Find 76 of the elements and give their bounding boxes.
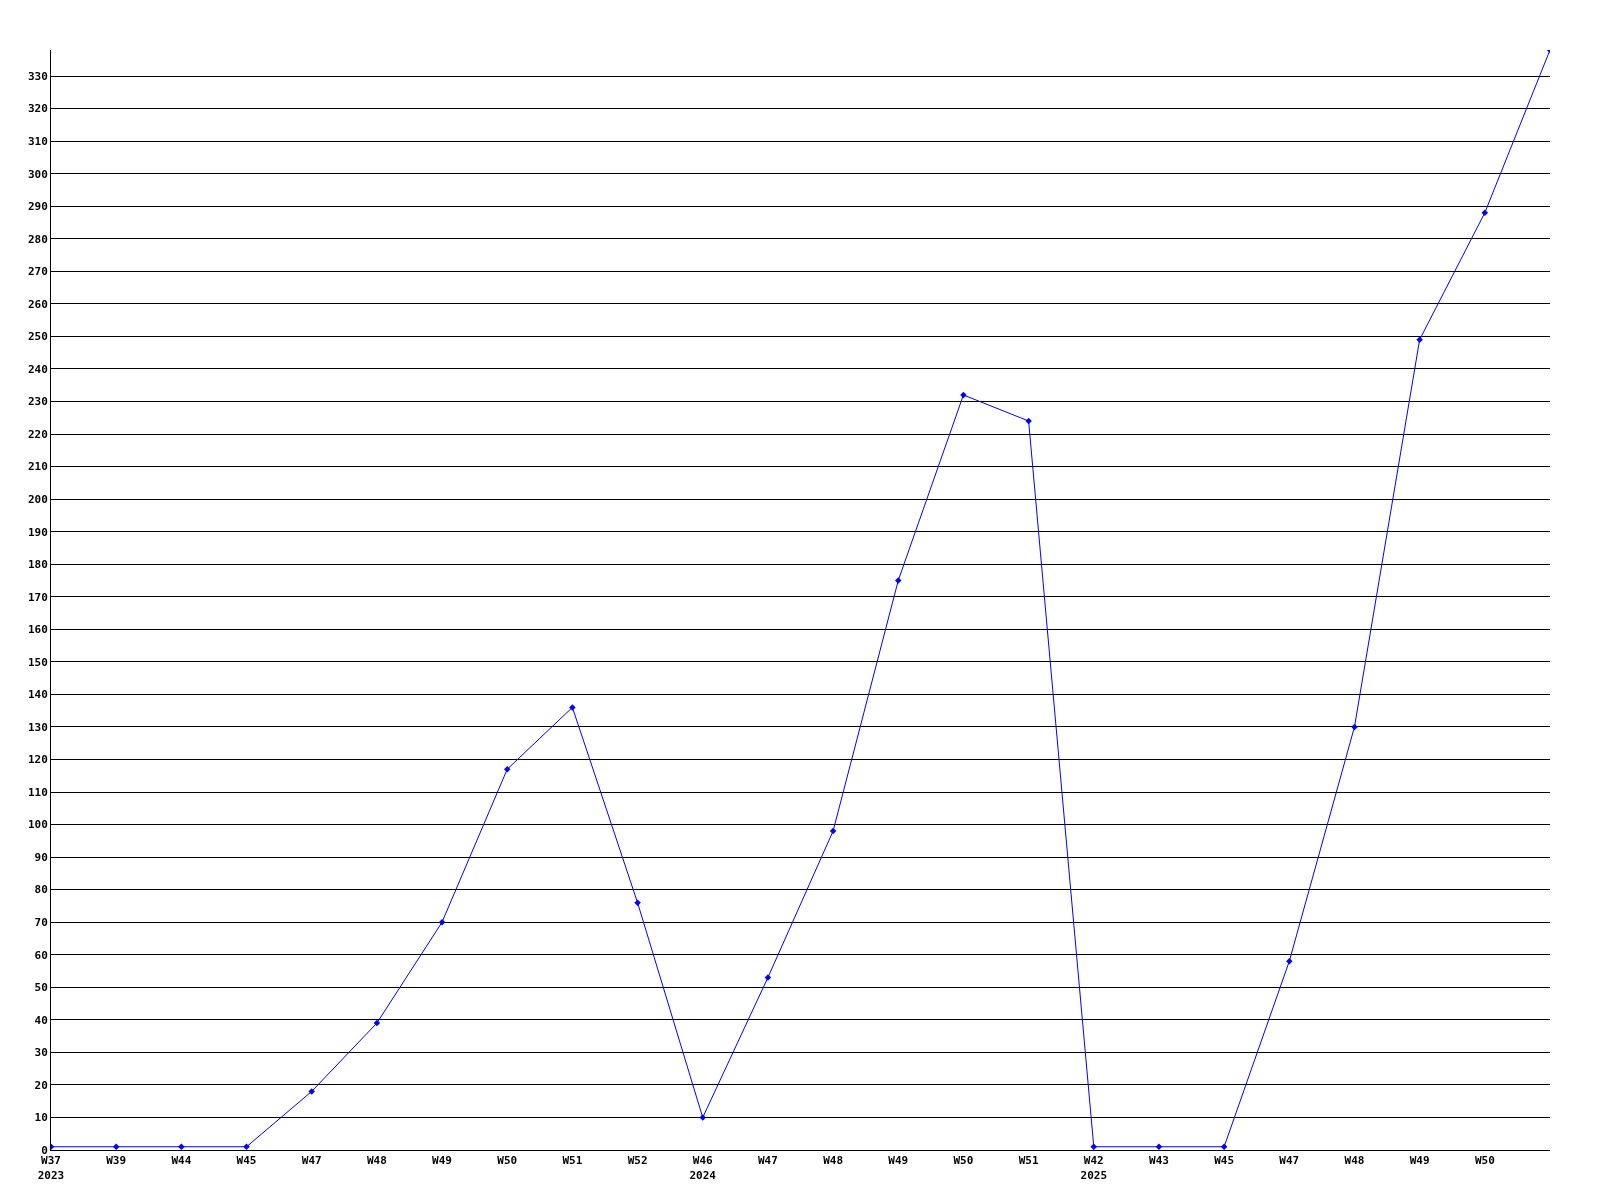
y-tick-label: 270 [27, 265, 48, 279]
x-tick-label: W50 [953, 1154, 974, 1168]
x-tick-label: W46 2024 [689, 1154, 717, 1182]
point [699, 1114, 706, 1121]
point [1220, 1143, 1228, 1150]
y-tick-label: 160 [27, 623, 48, 637]
x-tick-label: W50 [497, 1154, 518, 1168]
x-tick-label: W51 [1018, 1154, 1039, 1168]
point [829, 827, 837, 835]
x-tick-label: W47 [301, 1154, 322, 1168]
point [308, 1088, 315, 1095]
y-tick-label: 200 [27, 492, 48, 506]
y-tick-label: 100 [27, 818, 48, 832]
point [1481, 209, 1489, 216]
x-tick-label: W43 [1149, 1154, 1169, 1168]
x-tick-label: W45 [236, 1154, 257, 1168]
y-tick-label: 60 [34, 948, 48, 962]
y-tick-label: 280 [27, 232, 48, 246]
y-tick-label: 10 [34, 1111, 48, 1125]
y-tick-label: 240 [27, 362, 48, 376]
x-tick-label: W48 [1344, 1154, 1365, 1168]
y-tick-label: 120 [27, 753, 48, 767]
point [373, 1019, 381, 1027]
y-tick-label: 90 [34, 850, 48, 864]
point [569, 704, 576, 711]
y-tick-label: 260 [27, 297, 48, 311]
y-tick-label: 130 [27, 720, 48, 734]
y-tick-label: 230 [27, 395, 48, 409]
y-tick-label: 320 [27, 102, 48, 116]
point [1090, 1143, 1098, 1150]
y-tick-label: 170 [27, 590, 48, 604]
y-tick-label: 30 [34, 1046, 48, 1060]
line-series [51, 50, 1550, 1150]
x-tick-label: W47 [1279, 1154, 1300, 1168]
point [112, 1143, 120, 1150]
point [503, 765, 511, 773]
y-tick-label: 80 [34, 883, 48, 897]
x-tick-label: W49 [1409, 1154, 1430, 1168]
y-tick-label: 140 [27, 688, 48, 702]
x-tick-label: W37 2023 [37, 1154, 65, 1182]
x-tick-label: W39 [106, 1154, 127, 1168]
x-tick-label: W50 [1474, 1154, 1495, 1168]
x-tick-label: W49 [432, 1154, 452, 1168]
point [1155, 1143, 1163, 1150]
x-tick-label: W47 [757, 1154, 778, 1168]
point [438, 918, 446, 926]
x-tick-label: W48 [366, 1154, 387, 1168]
point [243, 1143, 250, 1150]
x-tick-label: W49 [888, 1154, 909, 1168]
x-tick-label: W52 [627, 1154, 648, 1168]
point [1286, 957, 1293, 965]
y-tick-label: 70 [34, 916, 48, 930]
y-tick-label: 300 [27, 167, 48, 181]
y-tick-label: 150 [27, 655, 48, 669]
y-tick-label: 330 [27, 69, 48, 83]
y-tick-label: 180 [27, 558, 48, 572]
x-tick-label: W42 2025 [1080, 1154, 1108, 1182]
y-tick-label: 20 [34, 1078, 48, 1092]
point [178, 1143, 185, 1150]
y-tick-label: 250 [27, 330, 48, 344]
point [634, 899, 641, 906]
y-tick-label: 310 [27, 134, 48, 148]
x-tick-label: W51 [562, 1154, 583, 1168]
y-tick-label: 50 [34, 981, 48, 995]
y-tick-label: 40 [34, 1013, 48, 1027]
y-tick-label: 190 [27, 525, 48, 539]
y-tick-label: 220 [27, 427, 48, 441]
x-tick-label: W48 [823, 1154, 844, 1168]
y-tick-label: 0 [41, 1143, 48, 1157]
point [895, 577, 902, 584]
point [1416, 336, 1423, 343]
y-tick-label: 290 [27, 200, 48, 214]
x-tick-label: W44 [171, 1154, 192, 1168]
x-tick-label: W45 [1214, 1154, 1235, 1168]
y-tick-label: 110 [27, 785, 48, 799]
y-tick-label: 210 [27, 460, 48, 474]
